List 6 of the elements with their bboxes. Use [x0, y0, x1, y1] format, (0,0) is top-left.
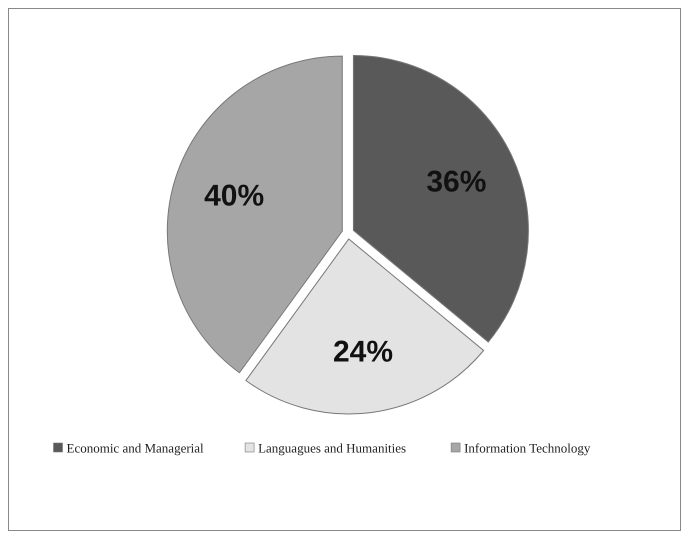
data-label: 40% [204, 179, 264, 212]
legend-label: Languagues and Humanities [258, 440, 406, 456]
legend-label: Economic and Managerial [66, 440, 204, 456]
data-label: 36% [426, 166, 486, 199]
data-label: 24% [332, 335, 394, 368]
legend-label: Information Technology [464, 440, 591, 456]
